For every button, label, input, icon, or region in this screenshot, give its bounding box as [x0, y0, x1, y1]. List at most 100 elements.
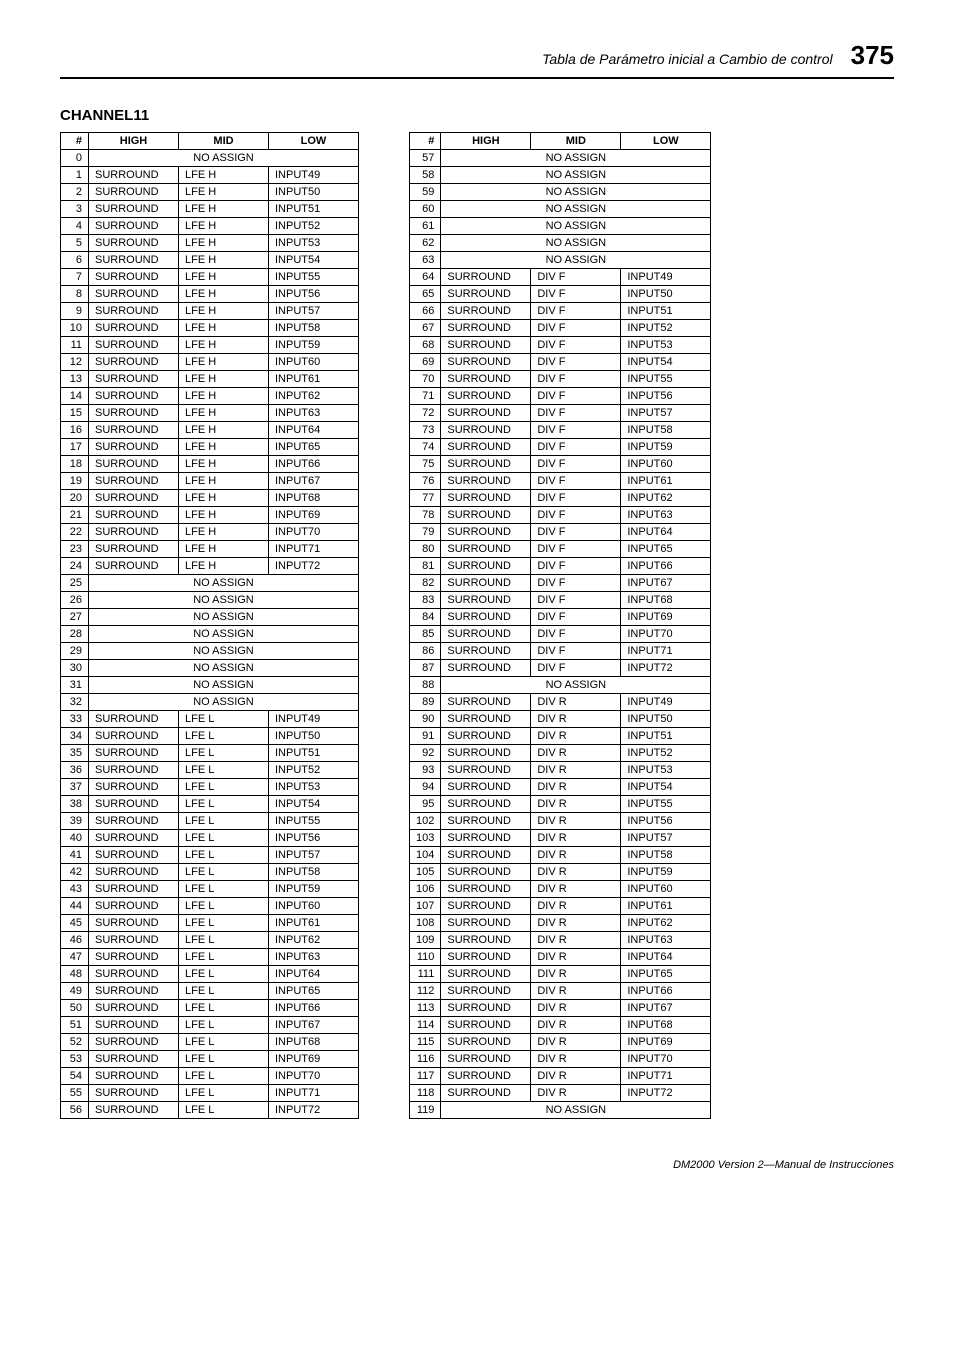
cell-high: SURROUND — [441, 558, 531, 575]
cell-mid: DIV F — [531, 388, 621, 405]
cell-num: 3 — [61, 201, 89, 218]
cell-high: SURROUND — [441, 354, 531, 371]
cell-high: SURROUND — [89, 286, 179, 303]
cell-low: INPUT57 — [269, 303, 359, 320]
cell-high: SURROUND — [441, 303, 531, 320]
cell-num: 114 — [410, 1017, 441, 1034]
cell-high: SURROUND — [441, 456, 531, 473]
cell-num: 5 — [61, 235, 89, 252]
cell-mid: DIV F — [531, 541, 621, 558]
param-table-left: #HIGHMIDLOW0NO ASSIGN1SURROUNDLFE HINPUT… — [60, 132, 359, 1119]
table-row: 77SURROUNDDIV FINPUT62 — [410, 490, 711, 507]
cell-high: SURROUND — [89, 1085, 179, 1102]
cell-high: SURROUND — [441, 1085, 531, 1102]
cell-high: SURROUND — [89, 456, 179, 473]
table-row: 102SURROUNDDIV RINPUT56 — [410, 813, 711, 830]
cell-low: INPUT62 — [269, 388, 359, 405]
cell-high: SURROUND — [441, 320, 531, 337]
cell-low: INPUT53 — [621, 762, 711, 779]
col-low: LOW — [621, 133, 711, 150]
cell-num: 113 — [410, 1000, 441, 1017]
cell-low: INPUT62 — [269, 932, 359, 949]
table-row: 83SURROUNDDIV FINPUT68 — [410, 592, 711, 609]
cell-high: SURROUND — [441, 915, 531, 932]
cell-high: SURROUND — [441, 286, 531, 303]
cell-mid: DIV F — [531, 405, 621, 422]
cell-high: SURROUND — [441, 694, 531, 711]
cell-num: 6 — [61, 252, 89, 269]
table-row: 50SURROUNDLFE LINPUT66 — [61, 1000, 359, 1017]
cell-high: SURROUND — [441, 439, 531, 456]
cell-high: SURROUND — [441, 269, 531, 286]
cell-high: SURROUND — [441, 575, 531, 592]
cell-mid: DIV F — [531, 371, 621, 388]
cell-num: 30 — [61, 660, 89, 677]
cell-num: 56 — [61, 1102, 89, 1119]
table-row: 84SURROUNDDIV FINPUT69 — [410, 609, 711, 626]
cell-low: INPUT66 — [269, 456, 359, 473]
cell-num: 34 — [61, 728, 89, 745]
cell-mid: LFE H — [179, 184, 269, 201]
cell-high: SURROUND — [441, 813, 531, 830]
cell-num: 1 — [61, 167, 89, 184]
cell-mid: DIV R — [531, 728, 621, 745]
cell-mid: DIV R — [531, 898, 621, 915]
cell-low: INPUT65 — [621, 541, 711, 558]
cell-low: INPUT60 — [621, 881, 711, 898]
table-row: 44SURROUNDLFE LINPUT60 — [61, 898, 359, 915]
table-row: 20SURROUNDLFE HINPUT68 — [61, 490, 359, 507]
cell-num: 15 — [61, 405, 89, 422]
cell-mid: LFE H — [179, 371, 269, 388]
table-row: 112SURROUNDDIV RINPUT66 — [410, 983, 711, 1000]
cell-high: SURROUND — [89, 422, 179, 439]
cell-low: INPUT62 — [621, 490, 711, 507]
cell-num: 60 — [410, 201, 441, 218]
cell-num: 49 — [61, 983, 89, 1000]
cell-num: 20 — [61, 490, 89, 507]
cell-low: INPUT58 — [621, 422, 711, 439]
table-row: 14SURROUNDLFE HINPUT62 — [61, 388, 359, 405]
cell-mid: LFE H — [179, 269, 269, 286]
col-high: HIGH — [441, 133, 531, 150]
cell-low: INPUT63 — [621, 932, 711, 949]
cell-mid: LFE L — [179, 779, 269, 796]
cell-high: SURROUND — [89, 558, 179, 575]
cell-num: 65 — [410, 286, 441, 303]
table-row: 57NO ASSIGN — [410, 150, 711, 167]
table-row: 119NO ASSIGN — [410, 1102, 711, 1119]
cell-num: 75 — [410, 456, 441, 473]
cell-high: SURROUND — [441, 830, 531, 847]
table-row: 58NO ASSIGN — [410, 167, 711, 184]
cell-low: INPUT71 — [269, 1085, 359, 1102]
cell-high: SURROUND — [441, 881, 531, 898]
table-row: 10SURROUNDLFE HINPUT58 — [61, 320, 359, 337]
cell-num: 0 — [61, 150, 89, 167]
table-row: 22SURROUNDLFE HINPUT70 — [61, 524, 359, 541]
cell-high: SURROUND — [89, 252, 179, 269]
cell-mid: DIV F — [531, 320, 621, 337]
cell-low: INPUT50 — [621, 286, 711, 303]
cell-low: INPUT60 — [269, 898, 359, 915]
cell-num: 107 — [410, 898, 441, 915]
cell-noassign: NO ASSIGN — [89, 592, 359, 609]
cell-high: SURROUND — [89, 728, 179, 745]
cell-mid: LFE L — [179, 898, 269, 915]
cell-num: 32 — [61, 694, 89, 711]
cell-num: 29 — [61, 643, 89, 660]
cell-high: SURROUND — [441, 864, 531, 881]
table-row: 86SURROUNDDIV FINPUT71 — [410, 643, 711, 660]
table-row: 35SURROUNDLFE LINPUT51 — [61, 745, 359, 762]
cell-high: SURROUND — [89, 473, 179, 490]
cell-mid: LFE H — [179, 507, 269, 524]
table-row: 31NO ASSIGN — [61, 677, 359, 694]
cell-mid: LFE L — [179, 949, 269, 966]
cell-num: 47 — [61, 949, 89, 966]
cell-num: 41 — [61, 847, 89, 864]
cell-num: 112 — [410, 983, 441, 1000]
cell-num: 7 — [61, 269, 89, 286]
cell-low: INPUT56 — [269, 286, 359, 303]
cell-num: 53 — [61, 1051, 89, 1068]
table-row: 93SURROUNDDIV RINPUT53 — [410, 762, 711, 779]
cell-mid: DIV F — [531, 660, 621, 677]
table-row: 0NO ASSIGN — [61, 150, 359, 167]
